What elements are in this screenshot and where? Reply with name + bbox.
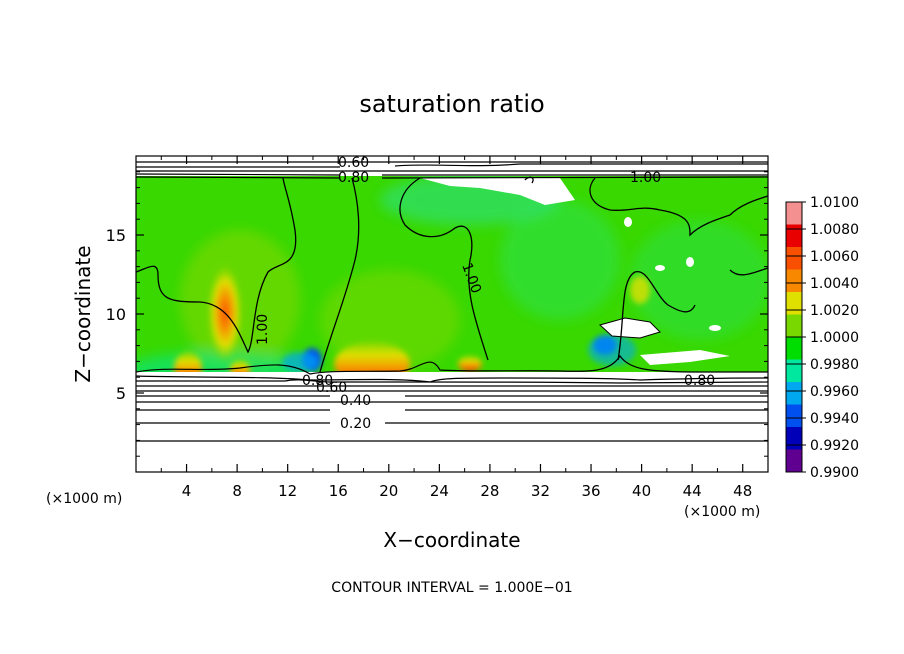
- x-tick-label: 20: [379, 482, 398, 500]
- y-axis-label: Z−coordinate: [71, 245, 95, 382]
- colorbar-swatch: [786, 449, 802, 473]
- contour-label: 0.20: [340, 416, 371, 432]
- x-tick-label: 32: [531, 482, 550, 500]
- x-tick-label: 40: [632, 482, 651, 500]
- colorbar-swatch: [786, 247, 802, 270]
- colorbar-label: 1.0040: [810, 276, 859, 292]
- contour-label: 0.60: [316, 380, 347, 396]
- contour-label: 0.40: [340, 393, 371, 409]
- colorbar-swatch: [786, 292, 802, 315]
- x-axis-label: X−coordinate: [383, 528, 520, 552]
- y-axis-ticks: 5 10 15: [106, 171, 768, 457]
- colorbar-swatch: [786, 359, 802, 383]
- y-tick-label: 15: [106, 226, 126, 245]
- contour-label: 1.00: [255, 314, 271, 345]
- y-tick-label: 10: [106, 305, 126, 324]
- x-tick-label: 44: [683, 482, 702, 500]
- y-tick-label: 5: [116, 384, 126, 403]
- contour-label: 0.80: [302, 373, 333, 389]
- colorbar-label: 0.9900: [810, 465, 859, 481]
- colorbar-swatch: [786, 337, 802, 360]
- colorbar-label: 1.0100: [810, 195, 859, 211]
- saturation-field: [136, 176, 768, 372]
- colorbar-label: 0.9980: [810, 357, 859, 373]
- colorbar-label: 1.0020: [810, 303, 859, 319]
- x-tick-label: 48: [733, 482, 752, 500]
- x-axis-ticks: 4 8 12 16 20 24 28 32 36 40 44 48: [160, 156, 752, 500]
- x-unit-left: (×1000 m): [46, 491, 122, 507]
- colorbar-label: 1.0080: [810, 222, 859, 238]
- chart-title: saturation ratio: [359, 90, 544, 118]
- contour-interval-note: CONTOUR INTERVAL = 1.000E−01: [331, 580, 572, 596]
- colorbar-label: 0.9940: [810, 411, 859, 427]
- contours-lower: [135, 354, 769, 442]
- colorbar-label: 1.0060: [810, 249, 859, 265]
- contour-label: 1.00: [630, 170, 661, 186]
- colorbar-swatch: [786, 224, 802, 248]
- colorbar-swatch: [786, 427, 802, 450]
- x-tick-label: 4: [182, 482, 192, 500]
- contour-label: 0.80: [338, 170, 369, 186]
- x-tick-label: 8: [232, 482, 242, 500]
- contour-label: 0.60: [338, 155, 369, 171]
- colorbar-label: 1.0000: [810, 330, 859, 346]
- colorbar-label: 0.9960: [810, 384, 859, 400]
- contour-label: 0.80: [684, 373, 715, 389]
- x-tick-label: 12: [278, 482, 297, 500]
- colorbar: 1.0100 1.0080 1.0060 1.0040 1.0020 1.0000 0.99…: [785, 195, 859, 481]
- contours-upper: [135, 161, 769, 179]
- colorbar-swatch: [786, 269, 802, 293]
- colorbar-swatch: [786, 404, 802, 428]
- x-tick-label: 28: [480, 482, 499, 500]
- colorbar-swatch: [786, 314, 802, 338]
- x-tick-label: 16: [329, 482, 348, 500]
- colorbar-swatch: [786, 202, 802, 225]
- x-unit-right: (×1000 m): [684, 504, 760, 520]
- colorbar-swatch: [786, 382, 802, 405]
- x-tick-label: 36: [581, 482, 600, 500]
- contour-1.00: [135, 176, 769, 373]
- x-tick-label: 24: [430, 482, 449, 500]
- colorbar-label: 0.9920: [810, 438, 859, 454]
